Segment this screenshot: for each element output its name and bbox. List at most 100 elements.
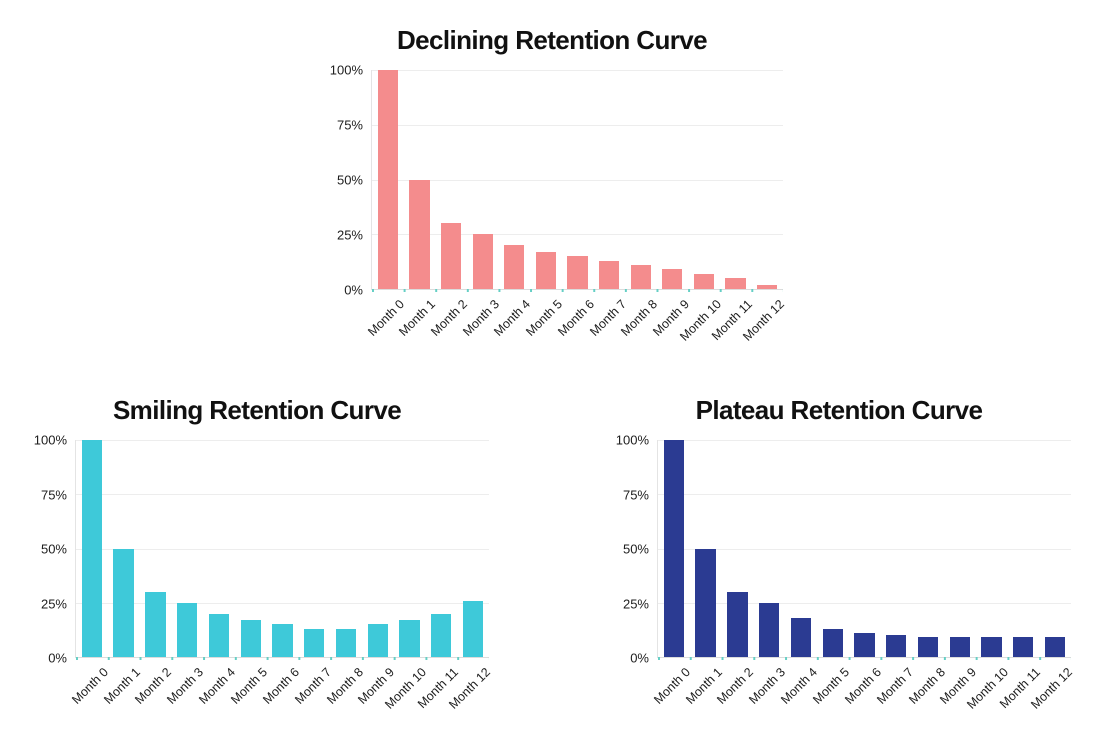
bar-month-9 — [662, 269, 683, 289]
chart-title: Plateau Retention Curve — [695, 395, 983, 425]
bar-cell — [362, 440, 394, 657]
bar-series — [372, 70, 783, 289]
bar-cell — [688, 70, 720, 289]
bar-month-7 — [304, 628, 325, 657]
bar-cell — [530, 70, 562, 289]
bar-cell — [625, 70, 657, 289]
bar-month-5 — [822, 628, 843, 657]
bar-cell — [658, 440, 690, 657]
y-axis-tick-label: 25% — [336, 227, 363, 243]
x-axis: Month 0 Month 1 Month 2 Month 3 Month 4 Month… — [69, 658, 493, 728]
plateau-retention-chart: Plateau Retention Curve 100% 75% 50% 25% 0% M… — [607, 390, 1075, 728]
plot-area — [75, 440, 489, 660]
bar-cell — [849, 440, 881, 657]
gridline — [372, 124, 783, 126]
y-axis-tick-label: 50% — [336, 172, 363, 188]
y-axis-tick-label: 25% — [622, 596, 649, 611]
bar-month-12 — [1044, 637, 1066, 657]
bar-month-3 — [472, 234, 493, 289]
gridline — [658, 440, 1071, 441]
bar-month-2 — [727, 591, 748, 657]
bar-series — [76, 440, 489, 657]
bar-cell — [720, 70, 752, 289]
gridline — [372, 179, 783, 181]
bar-month-10 — [981, 637, 1002, 657]
y-axis-tick-label: 0% — [344, 282, 363, 298]
gridline — [658, 494, 1071, 496]
bar-cell — [330, 440, 362, 657]
x-axis-tick-marks — [372, 289, 783, 292]
bar-cell — [498, 70, 530, 289]
bar-cell — [656, 70, 688, 289]
bar-cell — [108, 440, 140, 657]
y-axis-tick-label: 75% — [622, 487, 649, 502]
y-axis-tick-label: 25% — [40, 596, 67, 611]
bar-month-0 — [377, 70, 398, 289]
bar-month-11 — [431, 613, 452, 657]
x-axis: Month 0 Month 1 Month 2 Month 3 Month 4 Month… — [365, 290, 787, 360]
plot-wrap: Month 0 Month 1 Month 2 Month 3 Month 4 Month… — [365, 70, 787, 360]
chart-title: Smiling Retention Curve — [112, 395, 402, 425]
bar-month-0 — [663, 440, 685, 657]
bar-cell — [372, 70, 404, 289]
plot-area — [657, 440, 1071, 660]
chart-canvas: 100% 75% 50% 25% 0% Month 0 Month 1 Month 2 Mont… — [25, 433, 493, 728]
bar-month-11 — [725, 278, 746, 289]
bar-cell — [880, 440, 912, 657]
y-axis-tick-label: 100% — [33, 432, 67, 448]
declining-retention-chart: Declining Retention Curve 100% 75% 50% 25% 0… — [321, 20, 787, 360]
y-axis-tick-label: 75% — [336, 117, 363, 133]
bar-cell — [1007, 440, 1039, 657]
bar-cell — [753, 440, 785, 657]
chart-canvas: 100% 75% 50% 25% 0% Month 0 Month 1 Month 2 Mont… — [607, 433, 1075, 728]
y-axis-tick-label: 50% — [622, 541, 649, 557]
bar-month-9 — [367, 624, 388, 657]
bar-series — [658, 440, 1071, 657]
bar-cell — [435, 70, 467, 289]
bar-cell — [690, 440, 722, 657]
bar-month-8 — [630, 264, 651, 289]
bar-cell — [203, 440, 235, 657]
bar-cell — [267, 440, 299, 657]
x-axis-tick-marks — [658, 657, 1071, 660]
gridline — [658, 548, 1071, 550]
bar-month-1 — [695, 548, 716, 657]
bar-month-6 — [272, 624, 293, 657]
bar-month-10 — [693, 273, 714, 289]
bar-cell — [235, 440, 267, 657]
bar-month-7 — [598, 260, 620, 289]
bar-cell — [394, 440, 426, 657]
bar-month-8 — [335, 628, 357, 657]
gridline — [76, 602, 489, 604]
y-axis-tick-label: 0% — [48, 650, 67, 666]
bar-cell — [722, 440, 754, 657]
bar-cell — [944, 440, 976, 657]
chart-canvas: 100% 75% 50% 25% 0% Month 0 Month 1 Month 2 Mont… — [321, 63, 787, 360]
y-axis: 100% 75% 50% 25% 0% — [25, 433, 75, 666]
smiling-retention-chart: Smiling Retention Curve 100% 75% 50% 25% 0% M… — [25, 390, 493, 728]
bar-month-7 — [886, 635, 907, 657]
bar-cell — [1039, 440, 1071, 657]
bar-cell — [425, 440, 457, 657]
bar-month-2 — [145, 591, 166, 657]
bar-cell — [912, 440, 944, 657]
bar-cell — [171, 440, 203, 657]
bar-cell — [593, 70, 625, 289]
bar-month-12 — [462, 600, 484, 657]
y-axis-tick-label: 50% — [40, 541, 67, 557]
x-axis-tick-marks — [76, 657, 489, 660]
gridline — [372, 70, 783, 71]
bar-month-5 — [240, 620, 261, 657]
chart-title: Declining Retention Curve — [396, 25, 708, 55]
bar-cell — [785, 440, 817, 657]
y-axis: 100% 75% 50% 25% 0% — [321, 63, 371, 298]
bar-month-2 — [440, 223, 462, 289]
bar-month-0 — [81, 440, 103, 657]
bar-month-3 — [177, 602, 198, 657]
gridline — [372, 234, 783, 236]
bar-cell — [298, 440, 330, 657]
gridline — [76, 494, 489, 496]
y-axis-tick-label: 75% — [40, 487, 67, 502]
bar-cell — [404, 70, 436, 289]
bar-month-4 — [208, 613, 230, 657]
